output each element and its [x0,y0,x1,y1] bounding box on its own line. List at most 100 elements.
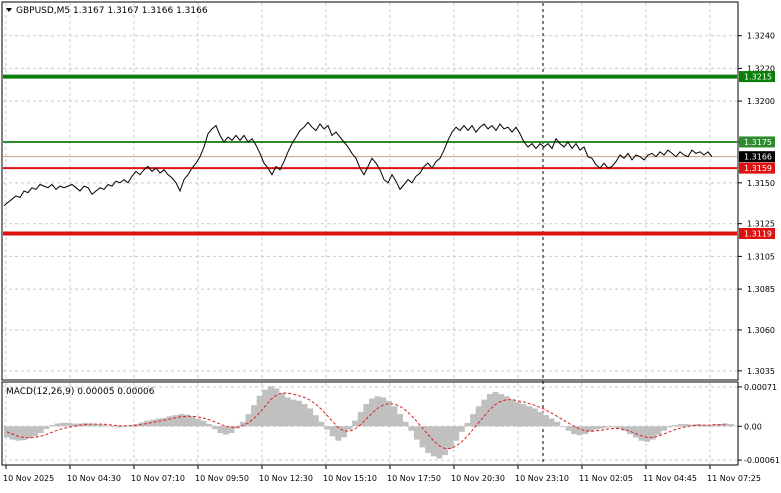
macd-histogram-bar [425,426,432,453]
macd-histogram-bar [183,414,190,427]
time-tick-label: 10 Nov 2025 [3,474,54,483]
macd-histogram-bar [279,393,286,427]
macd-histogram-bar [155,418,162,427]
macd-histogram-bar [638,426,645,441]
macd-histogram-bar [245,414,252,427]
macd-histogram-bar [604,426,611,428]
price-tick-label: 1.3085 [747,285,775,294]
macd-histogram-bar [464,422,471,427]
macd-histogram-bar [543,415,549,427]
macd-histogram-bar [666,426,673,428]
macd-histogram-bar [88,423,95,427]
price-tick-label: 1.3060 [747,326,775,335]
time-tick-label: 10 Nov 09:50 [195,474,249,483]
macd-histogram-bar [54,423,61,427]
macd-histogram-bar [599,426,606,429]
macd-histogram-bar [475,406,482,427]
price-axis: 1.32401.32201.32001.31751.31501.31251.31… [738,32,775,376]
level-tag-1.3175-bg [739,136,775,148]
macd-histogram-bar [211,426,218,430]
price-tick-label: 1.3125 [747,220,775,229]
macd-histogram-bar [520,404,527,427]
macd-histogram-bar [200,420,207,427]
macd-histogram-bar [705,425,712,427]
macd-histogram-bar [413,426,420,440]
level-tag-1.3215-bg [739,71,775,83]
macd-histogram-bar [48,425,55,427]
macd-histogram-bar [571,426,578,435]
time-tick-label: 10 Nov 23:10 [515,474,569,483]
time-tick-label: 10 Nov 04:30 [67,474,121,483]
macd-histogram-bar [239,421,246,427]
macd-histogram-bar [436,426,443,459]
macd-histogram-bar [189,416,196,427]
macd-histogram-bar [363,404,370,427]
level-tag-1.3119-bg [739,228,775,240]
macd-histogram-bar [262,389,269,427]
macd-histogram-bar [217,426,224,433]
macd-histogram-bar [616,426,622,429]
time-tick-label: 10 Nov 20:30 [451,474,505,483]
time-tick-label: 10 Nov 15:10 [323,474,377,483]
price-tick-label: 1.3220 [747,64,775,73]
macd-histogram-bar [430,426,437,457]
macd-tick-label: 0.00 [744,422,762,431]
macd-histogram-bar [251,405,257,427]
macd-histogram-bar [661,426,667,431]
macd-histogram-bar [20,426,27,441]
macd-histogram-bar [166,416,173,427]
time-tick-label: 11 Nov 02:05 [579,474,633,483]
macd-histogram-bar [442,426,448,456]
price-tick-label: 1.3105 [747,252,775,261]
macd-histogram-bar [486,394,493,427]
macd-histogram-bar [32,426,38,437]
macd-histogram-bar [223,426,229,435]
macd-histogram-bar [588,426,594,432]
macd-histogram-bar [110,426,117,427]
level-tag-1.3159: 1.3159 [744,164,772,173]
current-price-tag-bg [739,151,775,163]
macd-histogram-bar [408,426,415,431]
macd-histogram-bar [273,388,280,427]
macd-histogram-bar [71,423,78,427]
macd-histogram-bar [290,399,297,427]
macd-histogram-bar [447,426,454,449]
macd-histogram-bar [683,424,690,427]
macd-histogram-bar [194,418,201,427]
symbol-dropdown-icon[interactable] [6,8,12,12]
current-price-tag: 1.3166 [744,153,772,162]
macd-histogram-bar [672,425,679,427]
macd-histogram-bar [576,426,583,436]
macd-histogram-bar [610,426,617,428]
macd-histogram-bar [582,426,589,435]
macd-histogram-bar [419,426,426,448]
macd-histogram-bar [649,426,656,440]
macd-histogram-bar [722,423,729,427]
macd-histogram-bar [37,426,44,433]
macd-histogram-bar [503,396,510,427]
macd-histogram-bar [26,426,33,439]
macd-histogram-bar [565,426,572,431]
macd-histogram-bar [296,400,302,427]
time-axis: 10 Nov 2025 10 Nov 04:30 10 Nov 07:10 10 No… [3,465,761,483]
price-tick-label: 1.3240 [747,32,775,41]
macd-histogram-bar [385,400,392,427]
macd-histogram-bar [307,408,314,427]
macd-histogram-bar [324,426,330,430]
macd-histogram-bar [509,399,516,427]
macd-histogram-bar [374,396,381,427]
macd-histogram-bar [161,418,168,427]
macd-histogram-bar [352,420,359,427]
macd-histogram-bar [43,426,50,430]
macd-histogram-bar [256,395,263,427]
macd-histogram-bar [301,404,308,427]
macd-histogram-bar [105,425,111,427]
macd-histogram-bar [470,414,476,427]
price-panel-frame[interactable] [1,1,739,381]
macd-axis: 0.00071 0.00 -0.00061 [738,383,780,465]
macd-histogram-bar [60,422,67,427]
price-tick-label: 1.3200 [747,97,775,106]
macd-histogram-bar [172,415,179,427]
macd-tick-label: -0.00061 [744,456,780,465]
